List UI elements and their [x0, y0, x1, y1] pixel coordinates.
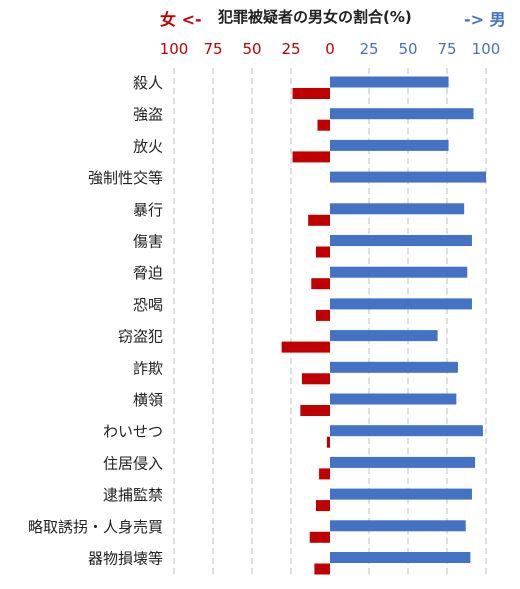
- female-bar: [326, 436, 330, 448]
- category-label: 放火: [133, 137, 163, 155]
- male-bar: [330, 203, 465, 215]
- male-bar: [330, 393, 457, 405]
- female-bar: [319, 468, 330, 480]
- female-bar: [311, 278, 330, 290]
- chart-title: 犯罪被疑者の男女の割合(%): [218, 8, 412, 26]
- male-bar: [330, 425, 483, 437]
- male-tick-label: 25: [359, 40, 378, 58]
- male-bar: [330, 298, 472, 310]
- male-bar: [330, 552, 471, 563]
- female-bar: [292, 88, 330, 99]
- male-bar: [330, 520, 466, 532]
- male-bar: [330, 76, 449, 88]
- category-label: 詐欺: [133, 359, 163, 377]
- female-tick-label: 50: [242, 40, 261, 58]
- female-bar: [281, 341, 330, 353]
- category-label: 暴行: [133, 201, 163, 219]
- category-label: 強盗: [133, 106, 163, 124]
- female-bar: [315, 500, 330, 512]
- female-bar: [314, 563, 330, 575]
- female-tick-label: 0: [325, 40, 335, 58]
- category-label: 脅迫: [133, 264, 163, 282]
- male-label: -> 男: [464, 10, 506, 29]
- category-label: 恐喝: [133, 296, 163, 314]
- female-bar: [301, 373, 330, 385]
- category-label: 殺人: [133, 74, 163, 92]
- category-label: 窃盗犯: [118, 328, 163, 346]
- male-bar: [330, 361, 458, 373]
- female-tick-label: 25: [281, 40, 300, 58]
- female-bar: [309, 531, 330, 543]
- category-label: 逮捕監禁: [103, 486, 163, 504]
- category-label: 器物損壊等: [88, 550, 163, 568]
- male-bar: [330, 235, 472, 246]
- male-bar: [330, 139, 449, 151]
- female-bar: [292, 151, 330, 163]
- female-bar: [317, 119, 330, 131]
- male-tick-label: 50: [398, 40, 417, 58]
- male-bar: [330, 456, 476, 468]
- female-bar: [308, 214, 330, 226]
- category-label: わいせつ: [103, 423, 163, 441]
- male-bar: [330, 330, 438, 342]
- male-bar: [330, 488, 472, 500]
- category-label: 略取誘拐・人身売買: [28, 518, 163, 536]
- category-label: 強制性交等: [88, 169, 163, 187]
- female-bar: [300, 405, 330, 416]
- female-bar: [315, 246, 330, 258]
- female-bar: [315, 309, 330, 321]
- female-tick-label: 75: [203, 40, 222, 58]
- male-bar: [330, 108, 474, 120]
- male-tick-label: 100: [472, 40, 501, 58]
- category-label: 住居侵入: [103, 454, 163, 472]
- male-tick-label: 75: [437, 40, 456, 58]
- male-bar: [330, 266, 468, 278]
- male-bar: [330, 171, 486, 183]
- female-label: 女 <-: [160, 10, 202, 29]
- category-label: 傷害: [133, 233, 163, 251]
- female-tick-label: 100: [160, 40, 189, 58]
- category-label: 横領: [133, 391, 163, 409]
